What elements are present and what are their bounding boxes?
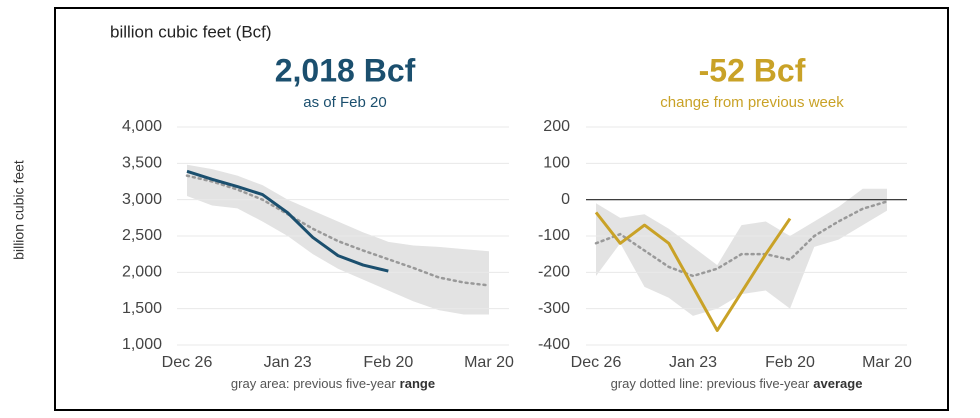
y-tick-label: 3,500 xyxy=(122,155,162,172)
average-line xyxy=(594,200,889,278)
x-tick-label: Mar 20 xyxy=(464,354,514,371)
y-axis-label: billion cubic feet xyxy=(11,160,27,260)
subheadline: as of Feb 20 xyxy=(303,94,386,111)
headline: -52 Bcf xyxy=(699,52,806,88)
y-tick-label: -100 xyxy=(538,227,570,244)
footnote: gray dotted line: previous five-year aver… xyxy=(611,376,863,391)
x-tick-label: Dec 26 xyxy=(162,354,213,371)
average-line xyxy=(185,174,491,287)
y-tick-label: 2,000 xyxy=(122,264,162,281)
series-line xyxy=(186,169,389,273)
x-tick-label: Dec 26 xyxy=(571,354,622,371)
x-tick-label: Jan 23 xyxy=(264,354,312,371)
footnote-emphasis: range xyxy=(400,376,435,391)
y-tick-label: 3,000 xyxy=(122,191,162,208)
y-tick-label: 100 xyxy=(543,155,570,172)
series-line xyxy=(594,211,792,332)
y-tick-label: 0 xyxy=(561,191,570,208)
y-tick-label: 200 xyxy=(543,118,570,135)
y-tick-label: 2,500 xyxy=(122,227,162,244)
subheadline: change from previous week xyxy=(660,94,844,111)
x-tick-label: Jan 23 xyxy=(669,354,717,371)
y-tick-label: -400 xyxy=(538,336,570,353)
range-band xyxy=(596,188,887,316)
footnote-text: gray dotted line: previous five-year xyxy=(611,376,810,391)
footnote: gray area: previous five-year range xyxy=(231,376,435,391)
x-tick-label: Feb 20 xyxy=(765,354,815,371)
y-tick-label: 1,500 xyxy=(122,300,162,317)
y-tick-label: 4,000 xyxy=(122,118,162,135)
headline: 2,018 Bcf xyxy=(275,52,416,88)
unit-note: billion cubic feet (Bcf) xyxy=(110,22,272,41)
y-tick-label: -300 xyxy=(538,300,570,317)
footnote-text: gray area: previous five-year xyxy=(231,376,396,391)
footnote-emphasis: average xyxy=(813,376,862,391)
range-band xyxy=(187,164,489,315)
frame xyxy=(54,7,949,411)
y-tick-label: -200 xyxy=(538,264,570,281)
x-tick-label: Mar 20 xyxy=(862,354,912,371)
y-tick-label: 1,000 xyxy=(122,336,162,353)
x-tick-label: Feb 20 xyxy=(363,354,413,371)
